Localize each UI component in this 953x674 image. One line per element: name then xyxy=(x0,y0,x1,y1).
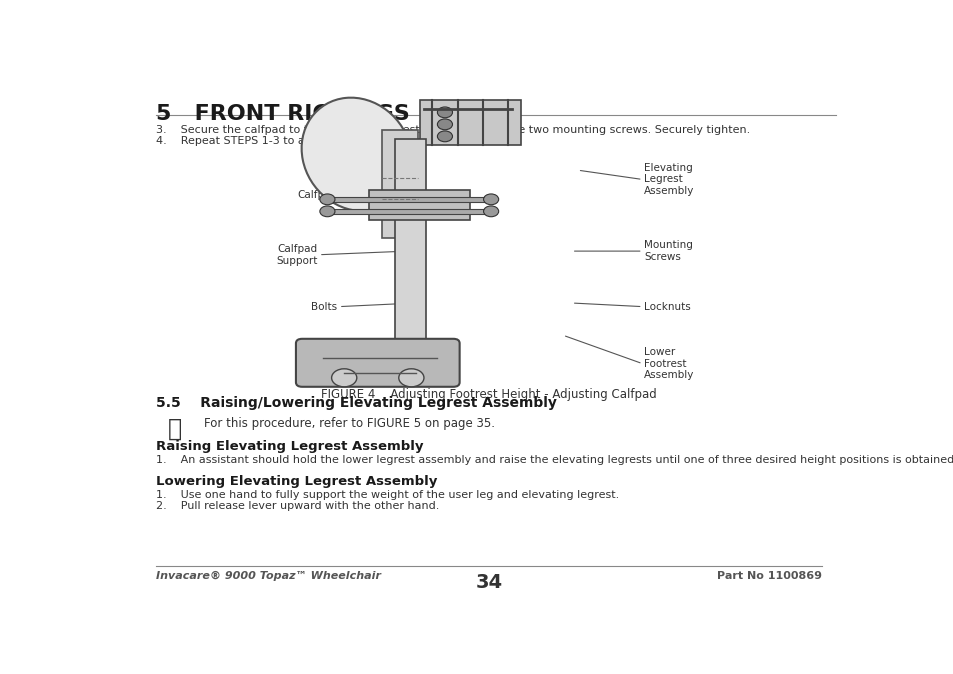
Text: Elevating
Legrest
Assembly: Elevating Legrest Assembly xyxy=(643,163,694,196)
Text: 4.    Repeat STEPS 1-3 to adjust remaining calfpad.: 4. Repeat STEPS 1-3 to adjust remaining … xyxy=(156,136,440,146)
Text: Invacare® 9000 Topaz™ Wheelchair: Invacare® 9000 Topaz™ Wheelchair xyxy=(156,572,381,582)
Circle shape xyxy=(436,119,452,130)
Text: Mounting
Screws: Mounting Screws xyxy=(643,241,692,262)
Text: Bolts: Bolts xyxy=(311,302,337,311)
Circle shape xyxy=(332,369,356,387)
Bar xyxy=(395,140,426,349)
Text: Locknuts: Locknuts xyxy=(643,302,690,311)
Text: Raising Elevating Legrest Assembly: Raising Elevating Legrest Assembly xyxy=(156,440,423,453)
Bar xyxy=(419,100,520,146)
Bar xyxy=(327,209,491,214)
Ellipse shape xyxy=(301,98,412,211)
Text: 5.5    Raising/Lowering Elevating Legrest Assembly: 5.5 Raising/Lowering Elevating Legrest A… xyxy=(156,396,557,410)
Circle shape xyxy=(483,206,498,217)
Circle shape xyxy=(398,369,423,387)
Text: For this procedure, refer to FIGURE 5 on page 35.: For this procedure, refer to FIGURE 5 on… xyxy=(204,417,495,430)
Circle shape xyxy=(319,206,335,217)
Text: 3.    Secure the calfpad to the elevating legrest assembly with the two mounting: 3. Secure the calfpad to the elevating l… xyxy=(156,125,750,135)
Text: 1.    Use one hand to fully support the weight of the user leg and elevating leg: 1. Use one hand to fully support the wei… xyxy=(156,490,618,500)
Text: Lower
Footrest
Assembly: Lower Footrest Assembly xyxy=(643,347,694,380)
FancyBboxPatch shape xyxy=(295,339,459,387)
Text: 1.    An assistant should hold the lower legrest assembly and raise the elevatin: 1. An assistant should hold the lower le… xyxy=(156,455,953,465)
Text: Lowering Elevating Legrest Assembly: Lowering Elevating Legrest Assembly xyxy=(156,475,437,488)
Text: 34: 34 xyxy=(475,573,502,592)
Text: 5   FRONT RIGGINGS: 5 FRONT RIGGINGS xyxy=(156,104,410,124)
Text: Calfpad: Calfpad xyxy=(297,190,337,200)
Text: 2.    Pull release lever upward with the other hand.: 2. Pull release lever upward with the ot… xyxy=(156,501,439,512)
Bar xyxy=(381,130,417,239)
Text: ⓘ: ⓘ xyxy=(168,417,182,441)
Circle shape xyxy=(483,194,498,205)
Circle shape xyxy=(436,131,452,142)
Bar xyxy=(369,190,470,220)
Text: Calfpad
Support: Calfpad Support xyxy=(275,244,317,266)
Circle shape xyxy=(319,194,335,205)
Bar xyxy=(327,197,491,202)
Text: FIGURE 4    Adjusting Footrest Height - Adjusting Calfpad: FIGURE 4 Adjusting Footrest Height - Adj… xyxy=(321,388,656,401)
Circle shape xyxy=(436,107,452,118)
Text: Part No 1100869: Part No 1100869 xyxy=(716,572,821,581)
